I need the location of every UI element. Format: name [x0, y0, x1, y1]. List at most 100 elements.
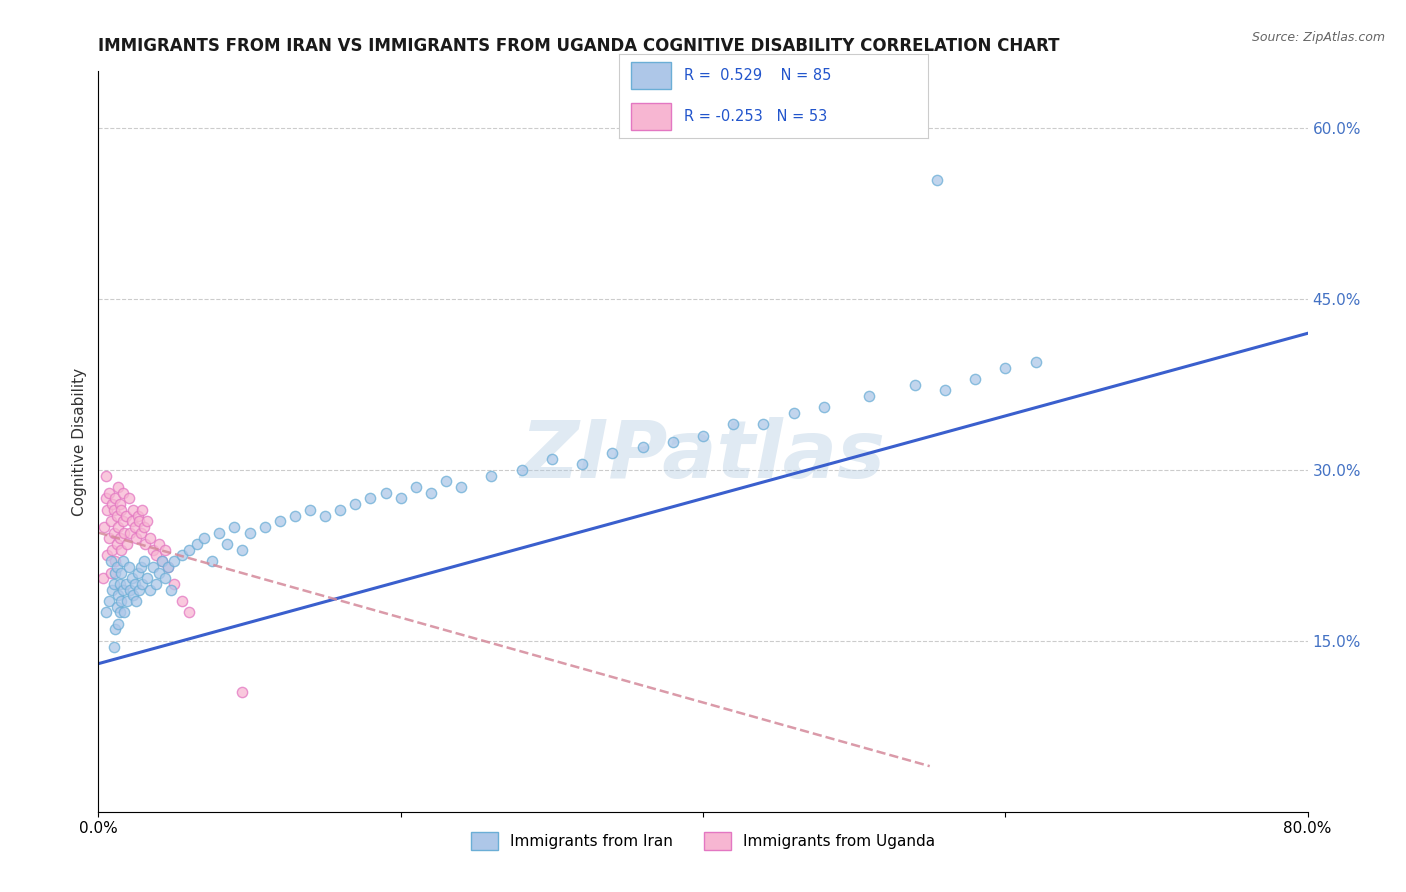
- Point: [142, 542, 165, 557]
- Point: [107, 480, 129, 494]
- Point: [128, 514, 150, 528]
- Point: [101, 542, 124, 557]
- Point: [125, 532, 148, 546]
- Point: [631, 440, 654, 454]
- Point: [94, 606, 117, 620]
- Text: ZIPatlas: ZIPatlas: [520, 417, 886, 495]
- Point: [100, 514, 122, 528]
- Point: [101, 497, 124, 511]
- Point: [170, 594, 193, 608]
- Point: [94, 491, 117, 506]
- Point: [360, 491, 382, 506]
- Point: [131, 577, 153, 591]
- Point: [111, 582, 134, 597]
- Point: [93, 520, 115, 534]
- Point: [139, 582, 162, 597]
- Point: [420, 485, 443, 500]
- Point: [134, 537, 156, 551]
- FancyBboxPatch shape: [631, 103, 671, 130]
- Point: [103, 503, 125, 517]
- Point: [142, 559, 165, 574]
- Point: [100, 566, 122, 580]
- Point: [752, 417, 775, 432]
- Point: [329, 503, 352, 517]
- Text: Source: ZipAtlas.com: Source: ZipAtlas.com: [1251, 31, 1385, 45]
- Point: [105, 599, 128, 614]
- Point: [101, 582, 124, 597]
- Point: [858, 389, 880, 403]
- Point: [127, 566, 149, 580]
- Point: [94, 468, 117, 483]
- Point: [723, 417, 745, 432]
- Point: [156, 559, 179, 574]
- Point: [186, 537, 208, 551]
- Y-axis label: Cognitive Disability: Cognitive Disability: [72, 368, 87, 516]
- Point: [104, 491, 127, 506]
- Legend: Immigrants from Iran, Immigrants from Uganda: Immigrants from Iran, Immigrants from Ug…: [464, 826, 942, 856]
- Point: [120, 525, 142, 540]
- Point: [160, 582, 183, 597]
- Point: [602, 446, 624, 460]
- Point: [571, 458, 593, 472]
- Point: [481, 468, 503, 483]
- Point: [111, 485, 134, 500]
- Point: [813, 401, 835, 415]
- Point: [153, 542, 176, 557]
- Point: [299, 503, 322, 517]
- Point: [96, 503, 118, 517]
- Point: [118, 559, 141, 574]
- Point: [108, 497, 131, 511]
- Point: [284, 508, 307, 523]
- Point: [98, 485, 121, 500]
- Point: [314, 508, 336, 523]
- Point: [994, 360, 1017, 375]
- Point: [105, 537, 128, 551]
- Point: [156, 559, 179, 574]
- Point: [208, 525, 231, 540]
- Point: [125, 594, 148, 608]
- Point: [107, 588, 129, 602]
- Point: [112, 606, 135, 620]
- Point: [163, 577, 186, 591]
- Point: [127, 508, 149, 523]
- Point: [114, 508, 136, 523]
- Point: [927, 172, 949, 186]
- Point: [965, 372, 987, 386]
- Point: [224, 520, 246, 534]
- Point: [1024, 355, 1046, 369]
- Point: [104, 566, 127, 580]
- Point: [269, 514, 291, 528]
- Point: [129, 559, 152, 574]
- Point: [170, 549, 193, 563]
- Point: [124, 520, 146, 534]
- Point: [150, 554, 173, 568]
- Point: [110, 566, 132, 580]
- Point: [122, 588, 145, 602]
- Point: [661, 434, 683, 449]
- Point: [179, 542, 201, 557]
- Point: [153, 571, 176, 585]
- Point: [121, 514, 143, 528]
- Point: [231, 542, 253, 557]
- Point: [91, 571, 114, 585]
- Point: [148, 566, 170, 580]
- Point: [110, 594, 132, 608]
- Point: [934, 384, 956, 398]
- Point: [103, 577, 125, 591]
- Point: [139, 532, 162, 546]
- Point: [145, 549, 167, 563]
- Point: [111, 554, 134, 568]
- Point: [121, 571, 143, 585]
- Point: [108, 606, 131, 620]
- Point: [118, 491, 141, 506]
- Point: [231, 685, 253, 699]
- Point: [193, 532, 215, 546]
- Point: [163, 554, 186, 568]
- Point: [100, 554, 122, 568]
- Point: [148, 537, 170, 551]
- Point: [389, 491, 412, 506]
- Point: [98, 532, 121, 546]
- Point: [374, 485, 396, 500]
- Point: [107, 616, 129, 631]
- Point: [98, 594, 121, 608]
